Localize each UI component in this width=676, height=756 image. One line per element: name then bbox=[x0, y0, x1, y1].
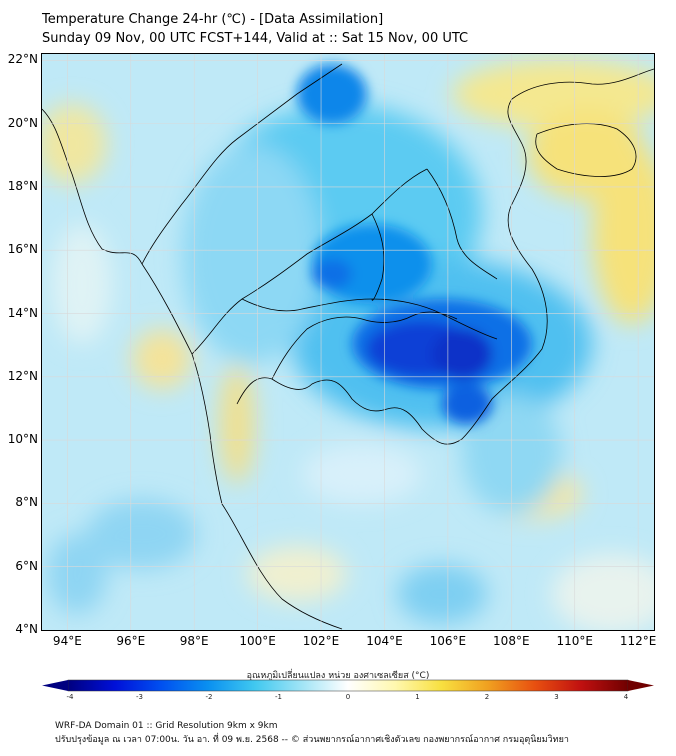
colorbar-tick: 0 bbox=[345, 693, 351, 701]
longitude-label: 110°E bbox=[556, 634, 593, 648]
longitude-label: 100°E bbox=[239, 634, 276, 648]
longitude-label: 96°E bbox=[116, 634, 146, 648]
map-panel bbox=[41, 53, 655, 631]
colorbar-tick: -3 bbox=[136, 693, 143, 701]
temperature-change-map bbox=[42, 54, 654, 630]
latitude-label: 22°N bbox=[7, 52, 38, 67]
latitude-label: 6°N bbox=[15, 558, 38, 573]
longitude-label: 108°E bbox=[493, 634, 530, 648]
latitude-label: 12°N bbox=[7, 368, 38, 383]
latitude-label: 10°N bbox=[7, 432, 38, 447]
colorbar-tick: 1 bbox=[415, 693, 420, 701]
colorbar-tick: -4 bbox=[66, 693, 74, 701]
footer-domain-info: WRF-DA Domain 01 :: Grid Resolution 9km … bbox=[55, 721, 278, 731]
longitude-label: 112°E bbox=[619, 634, 657, 648]
colorbar-title: อุณหภูมิเปลี่ยนแปลง หน่วย องศาเซลเซียส (… bbox=[246, 671, 430, 681]
chart-subtitle: Sunday 09 Nov, 00 UTC FCST+144, Valid at… bbox=[42, 31, 469, 46]
graticule bbox=[42, 54, 654, 630]
latitude-label: 4°N bbox=[15, 622, 38, 636]
coastlines-and-borders bbox=[42, 63, 654, 630]
colorbar-tick: -1 bbox=[275, 693, 282, 701]
colorbar-tick: -2 bbox=[205, 693, 213, 701]
colorbar bbox=[42, 679, 654, 692]
latitude-label: 14°N bbox=[7, 305, 38, 320]
latitude-label: 16°N bbox=[7, 242, 38, 257]
longitude-label: 104°E bbox=[366, 634, 403, 648]
colorbar-max-extend bbox=[628, 680, 654, 691]
latitude-label: 18°N bbox=[7, 178, 38, 193]
colorbar-min-extend bbox=[42, 680, 68, 691]
colorbar-gradient bbox=[67, 679, 629, 692]
latitude-label: 20°N bbox=[7, 115, 38, 130]
colorbar-tick: 2 bbox=[484, 693, 490, 701]
latitude-label: 8°N bbox=[15, 495, 38, 510]
longitude-label: 106°E bbox=[429, 634, 467, 648]
longitude-label: 98°E bbox=[179, 634, 209, 648]
chart-title: Temperature Change 24-hr (℃) - [Data Ass… bbox=[42, 12, 384, 27]
footer-update-info: ปรับปรุงข้อมูล ณ เวลา 07:00น. วัน อา. ที… bbox=[55, 735, 569, 745]
colorbar-tick: 3 bbox=[554, 693, 559, 701]
longitude-label: 102°E bbox=[302, 634, 340, 648]
colorbar-tick: 4 bbox=[623, 693, 629, 701]
longitude-label: 94°E bbox=[52, 634, 82, 648]
